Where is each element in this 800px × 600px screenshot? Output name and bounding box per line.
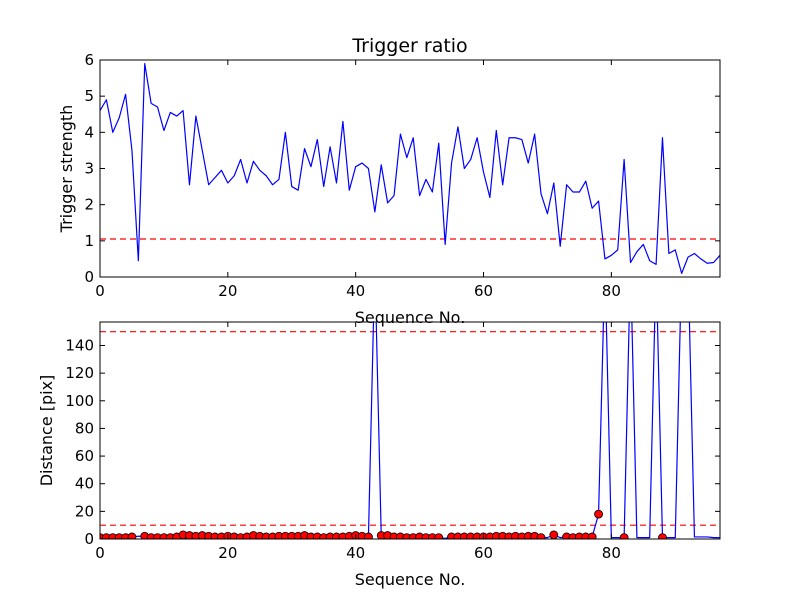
y-tick-label: 6 <box>84 51 94 69</box>
y-tick-label: 1 <box>84 232 94 250</box>
bottom-plot: 0 20 40 60 80 0 20 40 60 80 100 120 140 Sequence No. D… <box>37 321 721 589</box>
plot-area <box>100 63 720 274</box>
y-tick-label: 0 <box>84 530 94 548</box>
x-axis-label: Sequence No. <box>355 570 466 589</box>
x-tick-label: 20 <box>218 544 237 562</box>
data-line <box>100 322 720 539</box>
x-tick-label: 40 <box>346 544 365 562</box>
data-line <box>100 63 720 274</box>
x-tick-label: 80 <box>602 282 621 300</box>
data-point <box>127 532 137 539</box>
x-tick-label: 0 <box>95 544 105 562</box>
y-axis-label: Trigger strength <box>57 105 76 234</box>
x-tick-label: 0 <box>95 282 105 300</box>
y-tick-label: 120 <box>65 364 94 382</box>
x-tick-label: 20 <box>218 282 237 300</box>
chart-title: Trigger ratio <box>351 35 467 57</box>
x-tick-label: 60 <box>474 544 493 562</box>
x-tick-label: 80 <box>602 544 621 562</box>
data-point <box>587 532 597 539</box>
y-tick-label: 60 <box>75 447 94 465</box>
axes-frame <box>99 321 721 540</box>
data-point <box>549 530 559 539</box>
plot-area <box>100 322 720 539</box>
data-point <box>364 532 373 539</box>
axes-frame <box>99 59 721 278</box>
y-axis-label: Distance [pix] <box>37 375 56 487</box>
data-point <box>594 509 603 519</box>
data-point <box>658 533 667 539</box>
data-point <box>619 533 629 539</box>
y-tick-label: 80 <box>75 419 94 437</box>
y-tick-label: 0 <box>84 268 94 286</box>
data-point <box>536 533 546 539</box>
y-tick-label: 100 <box>65 392 94 410</box>
x-tick-label: 60 <box>474 282 493 300</box>
x-tick-label: 40 <box>346 282 365 300</box>
y-tick-label: 5 <box>84 87 94 105</box>
top-plot: Trigger ratio 0 20 40 60 80 0 1 2 3 4 5 6 Sequence No… <box>57 35 721 327</box>
x-axis-label: Sequence No. <box>355 308 466 327</box>
data-point <box>434 533 444 539</box>
y-tick-label: 3 <box>84 160 94 178</box>
y-tick-label: 40 <box>75 475 94 493</box>
y-tick-label: 140 <box>65 336 94 354</box>
y-tick-label: 20 <box>75 502 94 520</box>
y-tick-label: 2 <box>84 196 94 214</box>
y-tick-label: 4 <box>84 123 94 141</box>
